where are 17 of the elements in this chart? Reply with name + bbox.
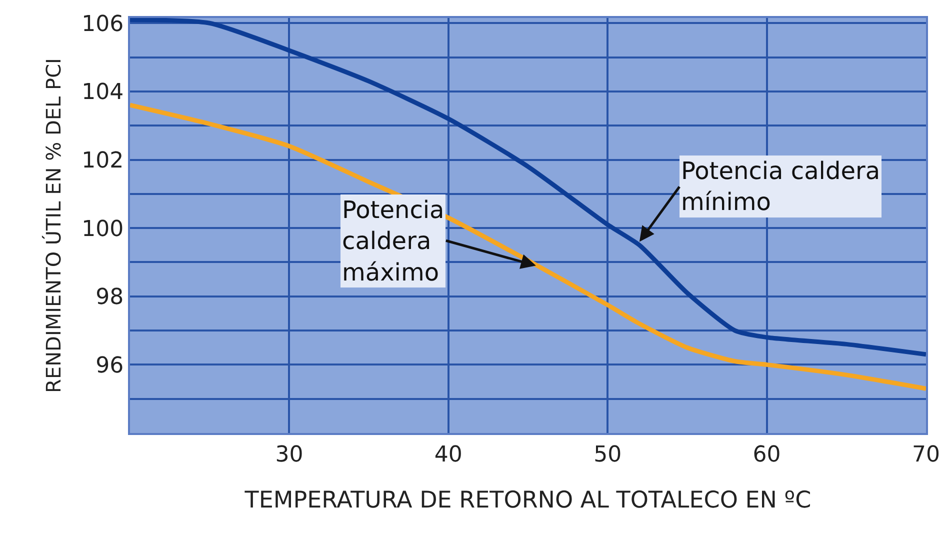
line-series [130,102,926,391]
y-tick-label: 96 [96,353,124,378]
annotation: Potencia caldera máximo [342,196,444,286]
y-tick-label: 106 [82,12,124,37]
line-series [130,18,926,357]
y-tick-label: 104 [82,80,124,106]
x-tick-label: 70 [912,442,940,468]
y-tick-label: 98 [96,285,124,310]
y-tick-label: 102 [82,148,124,174]
x-tick-label: 60 [752,442,781,468]
x-tick-label: 50 [594,442,622,468]
y-tick-label: 100 [82,216,124,242]
y-axis-title: RENDIMIENTO ÚTIL EN % DEL PCI [42,58,66,393]
x-tick-label: 40 [434,442,462,468]
annotation: Potencia caldera mínimo [681,157,880,216]
x-axis-title: TEMPERATURA DE RETORNO AL TOTALECO EN ºC [244,488,812,514]
x-tick-label: 30 [275,442,304,468]
